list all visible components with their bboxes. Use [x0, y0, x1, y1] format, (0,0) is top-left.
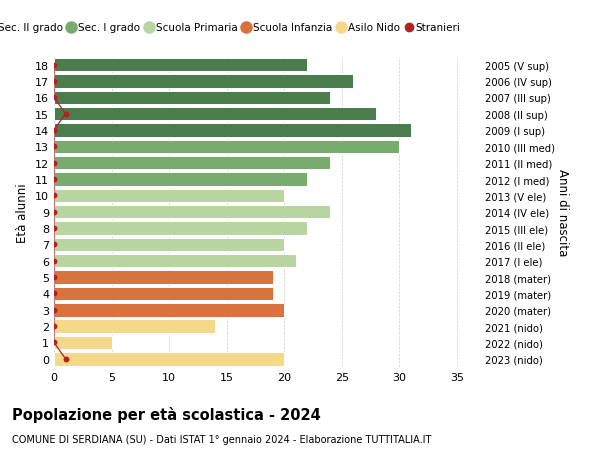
Bar: [54, 255, 296, 268]
Bar: [54, 353, 284, 366]
Bar: [54, 303, 284, 317]
Legend: Sec. II grado, Sec. I grado, Scuola Primaria, Scuola Infanzia, Asilo Nido, Stran: Sec. II grado, Sec. I grado, Scuola Prim…: [0, 19, 465, 38]
Point: [49, 95, 59, 102]
Bar: [54, 206, 331, 219]
Point: [49, 62, 59, 69]
Point: [49, 257, 59, 265]
Point: [49, 339, 59, 347]
Text: COMUNE DI SERDIANA (SU) - Dati ISTAT 1° gennaio 2024 - Elaborazione TUTTITALIA.I: COMUNE DI SERDIANA (SU) - Dati ISTAT 1° …: [12, 434, 431, 444]
Bar: [54, 108, 376, 121]
Point: [49, 274, 59, 281]
Point: [49, 241, 59, 249]
Bar: [54, 189, 284, 203]
Y-axis label: Età alunni: Età alunni: [16, 183, 29, 242]
Bar: [54, 124, 411, 137]
Point: [61, 111, 70, 118]
Point: [49, 160, 59, 167]
Bar: [54, 75, 353, 89]
Point: [49, 143, 59, 151]
Point: [49, 176, 59, 183]
Text: Popolazione per età scolastica - 2024: Popolazione per età scolastica - 2024: [12, 406, 321, 422]
Point: [49, 307, 59, 314]
Bar: [54, 140, 400, 154]
Point: [49, 208, 59, 216]
Point: [49, 323, 59, 330]
Bar: [54, 271, 273, 284]
Point: [49, 290, 59, 297]
Bar: [54, 173, 307, 186]
Bar: [54, 320, 215, 333]
Bar: [54, 59, 307, 72]
Y-axis label: Anni di nascita: Anni di nascita: [556, 169, 569, 256]
Bar: [54, 91, 331, 105]
Point: [49, 127, 59, 134]
Bar: [54, 287, 273, 301]
Point: [49, 78, 59, 85]
Point: [61, 355, 70, 363]
Bar: [54, 238, 284, 252]
Point: [49, 225, 59, 232]
Bar: [54, 157, 331, 170]
Bar: [54, 336, 112, 349]
Bar: [54, 222, 307, 235]
Point: [49, 192, 59, 200]
